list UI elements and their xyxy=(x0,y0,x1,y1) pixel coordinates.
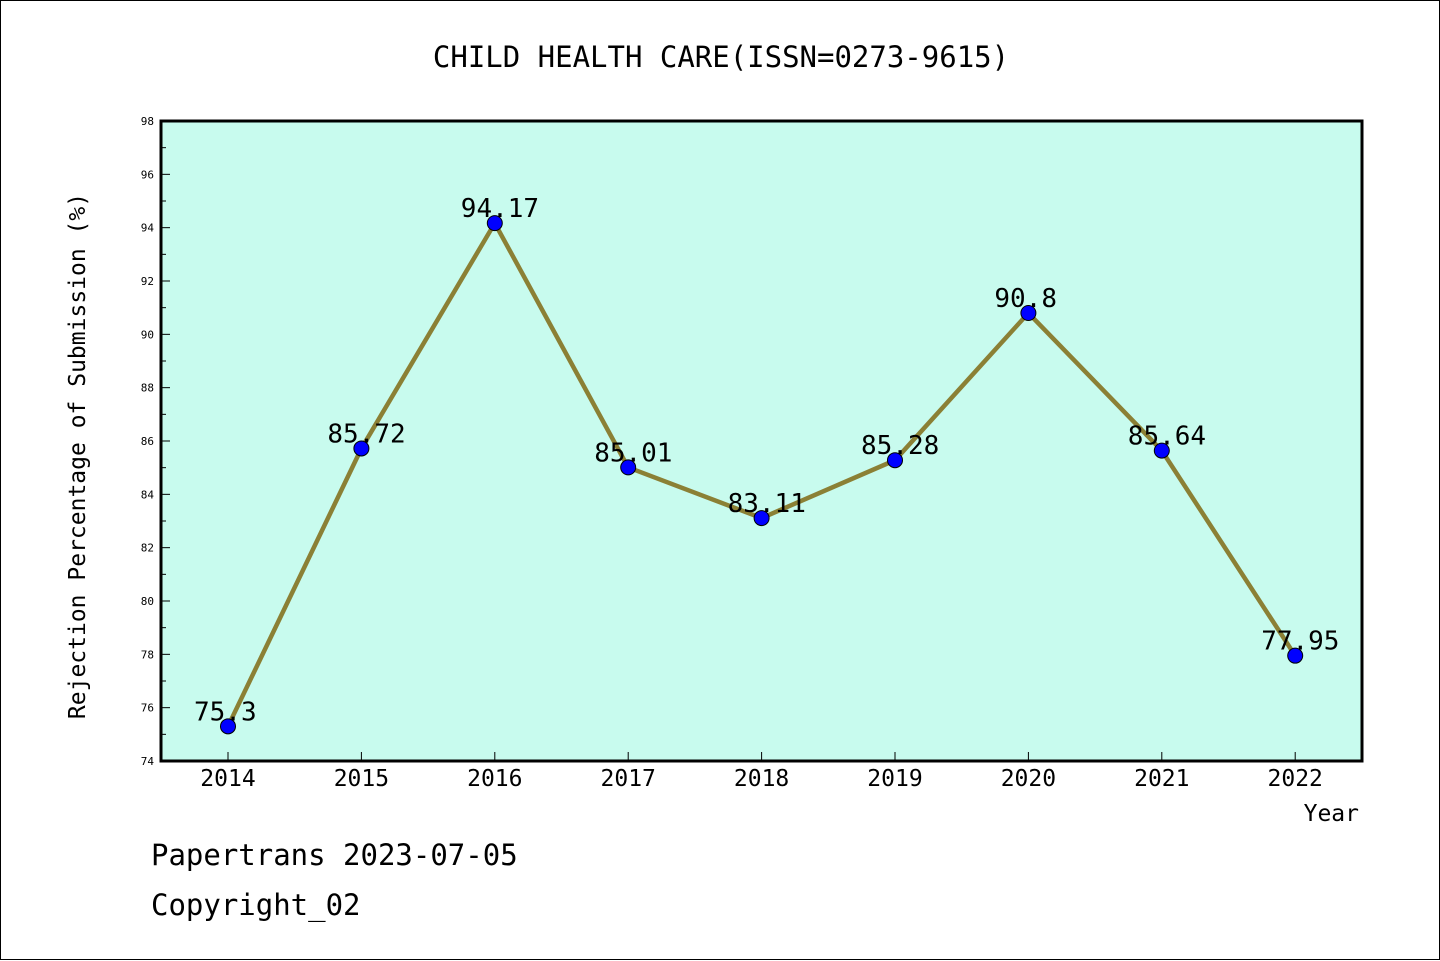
x-tick-label: 2018 xyxy=(734,766,789,792)
footer-date: Papertrans 2023-07-05 xyxy=(151,838,518,872)
data-labels: 75.3 85.72 94.17 85.01 83.11 85.28 90.8 85.64 77… xyxy=(194,194,1339,727)
data-label: 85.64 xyxy=(1128,422,1206,452)
data-point xyxy=(1020,305,1037,321)
y-tick-label: 78 xyxy=(141,648,154,661)
x-tick-label: 2015 xyxy=(334,766,389,792)
x-tick-label: 2020 xyxy=(1001,766,1056,792)
y-tick-label: 88 xyxy=(141,382,154,395)
x-axis-title: Year xyxy=(1304,801,1359,827)
data-point xyxy=(620,459,637,476)
data-label: 75.3 xyxy=(194,697,257,727)
x-axis-ticks: 2014 2015 2016 2017 2018 2019 2020 2021 2022 xyxy=(200,752,1323,792)
chart-title: CHILD HEALTH CARE(ISSN=0273-9615) xyxy=(433,40,1009,74)
y-tick-label: 92 xyxy=(141,275,154,288)
x-tick-label: 2021 xyxy=(1134,766,1189,792)
data-point xyxy=(1287,647,1304,664)
footer-copyright: Copyright_02 xyxy=(151,888,361,923)
y-tick-label: 82 xyxy=(141,542,154,555)
data-point xyxy=(220,718,236,735)
x-tick-label: 2022 xyxy=(1268,766,1323,792)
data-point xyxy=(753,510,770,527)
y-tick-label: 84 xyxy=(141,488,155,501)
data-label: 85.01 xyxy=(594,438,672,468)
data-label: 85.72 xyxy=(327,419,405,449)
y-tick-label: 96 xyxy=(141,168,154,181)
data-label: 77.95 xyxy=(1261,627,1339,657)
y-axis-title: Rejection Percentage of Submission (%) xyxy=(65,193,91,719)
plot-border xyxy=(159,119,1364,763)
data-label: 94.17 xyxy=(461,194,539,224)
y-tick-label: 86 xyxy=(141,435,154,448)
y-tick-label: 90 xyxy=(141,328,154,341)
y-tick-label: 74 xyxy=(141,755,155,768)
x-tick-label: 2014 xyxy=(200,766,255,792)
x-tick-label: 2016 xyxy=(467,766,522,792)
y-tick-label: 98 xyxy=(141,115,154,128)
data-point xyxy=(486,215,503,232)
y-tick-label: 94 xyxy=(141,222,155,235)
x-tick-label: 2019 xyxy=(867,766,922,792)
data-label: 83.11 xyxy=(728,489,806,519)
data-point xyxy=(1153,442,1170,459)
y-tick-label: 76 xyxy=(141,702,154,715)
data-label: 85.28 xyxy=(861,431,939,461)
x-tick-label: 2017 xyxy=(601,766,656,792)
data-point xyxy=(887,452,903,469)
data-markers xyxy=(220,215,1304,735)
y-tick-label: 80 xyxy=(141,595,154,608)
data-point xyxy=(353,440,370,457)
data-label: 90.8 xyxy=(994,284,1057,314)
y-axis-ticks: 74 76 78 80 82 84 86 88 90 92 94 96 98 xyxy=(141,115,170,768)
